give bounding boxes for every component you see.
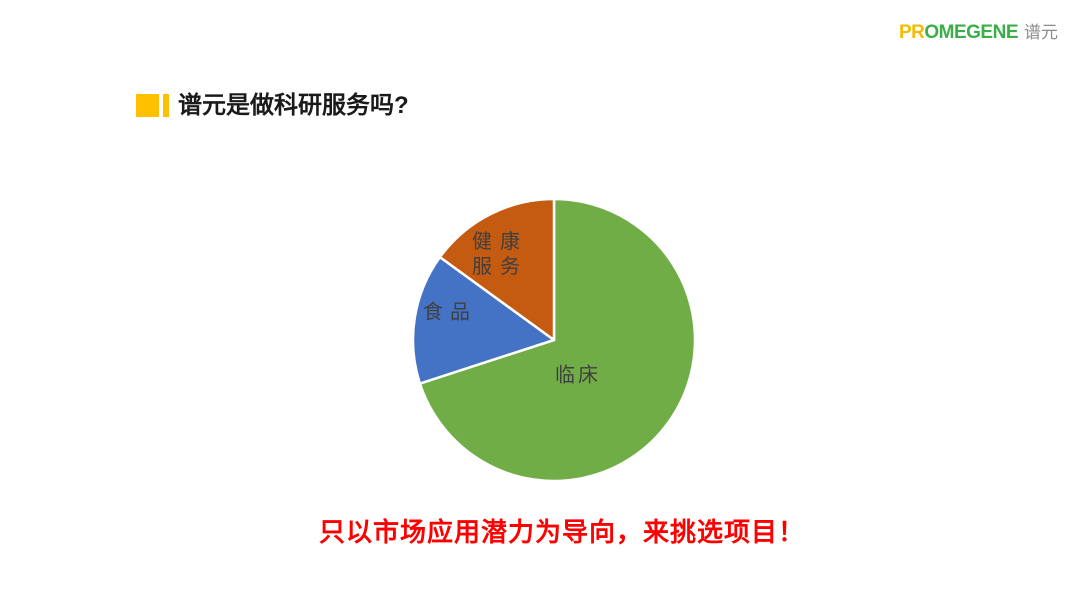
pie-label-clinical: 临床 (555, 364, 601, 387)
logo: PR OMEGENE 谱元 (899, 18, 1058, 44)
pie-slice-临床 (418, 197, 697, 483)
pie-label-food: 食品 (423, 301, 477, 324)
pie-chart: 临床 食品 健康服务 (404, 190, 704, 490)
slide-header: 谱元是做科研服务吗? (136, 93, 409, 118)
pie-slice-健康服务 (438, 197, 556, 342)
title-marker-square-icon (136, 94, 159, 117)
logo-text-secondary: OMEGENE (924, 22, 1018, 43)
title-marker-bar-icon (163, 94, 169, 117)
pie-label-health-services: 健康服务 (472, 231, 528, 278)
tagline: 只以市场应用潜力为导向，来挑选项目！ (318, 517, 806, 547)
page-title: 谱元是做科研服务吗? (178, 92, 409, 119)
pie-chart-svg (411, 197, 697, 483)
logo-text-primary: PR (898, 22, 925, 43)
logo-text-cjk: 谱元 (1024, 23, 1058, 42)
pie-slice-食品 (411, 255, 556, 385)
